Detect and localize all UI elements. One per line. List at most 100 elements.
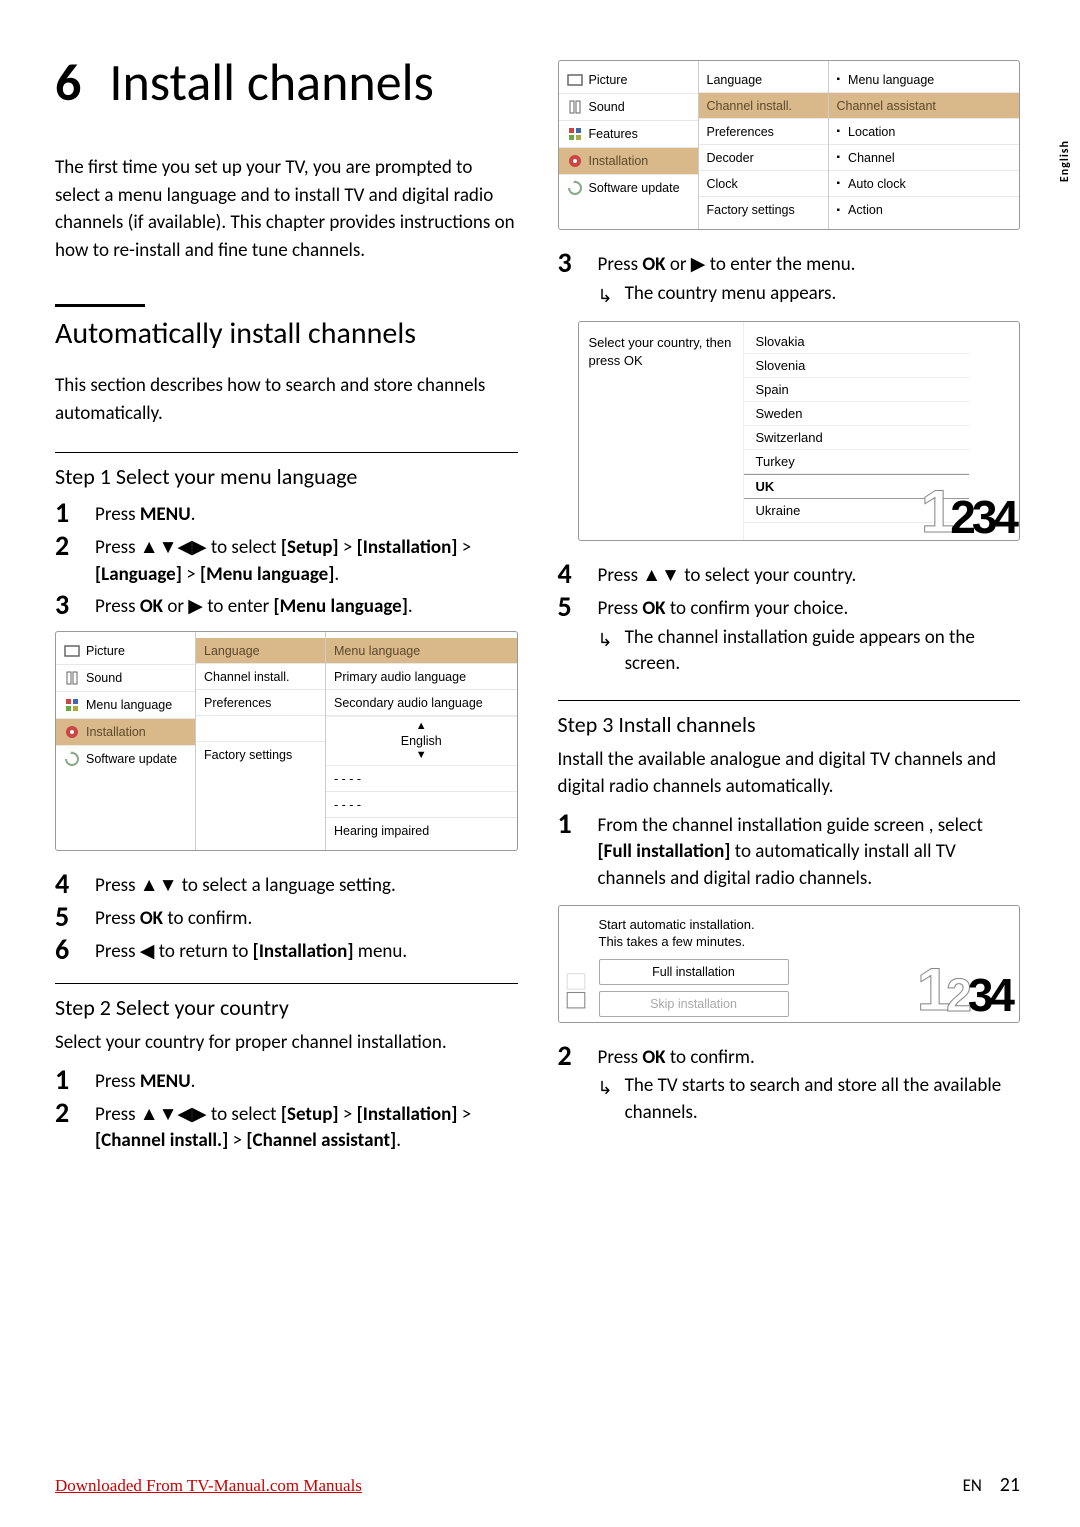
step-text: Press ◀ to return to [Installation] menu…: [95, 935, 518, 966]
step1-rule: [55, 452, 518, 453]
tv-menu-item[interactable]: Sound: [559, 94, 698, 121]
tv-menu-item[interactable]: Software update: [56, 746, 195, 772]
sound-icon: [64, 670, 80, 686]
tv-option-item[interactable]: Menu language: [326, 638, 517, 664]
tv-menu-item[interactable]: Installation: [56, 719, 195, 746]
result-text: The country menu appears.: [625, 281, 1020, 308]
step-number: 3: [558, 248, 580, 279]
skip-installation-button[interactable]: Skip installation: [599, 991, 789, 1017]
step3block-title: Step 3 Install channels: [558, 711, 1021, 738]
step-number: 2: [558, 1041, 580, 1072]
step-item: 1 Press MENU.: [55, 498, 518, 529]
install-menu: Start automatic installation. This takes…: [558, 905, 1021, 1023]
tv-menu-language: PictureSoundMenu languageInstallationSof…: [55, 631, 518, 851]
country-item[interactable]: Turkey: [744, 450, 970, 474]
tv-submenu-item[interactable]: Factory settings: [699, 197, 828, 223]
country-item[interactable]: Slovenia: [744, 354, 970, 378]
step-item: 1 From the channel installation guide sc…: [558, 809, 1021, 893]
tv-menu-item[interactable]: Picture: [56, 638, 195, 665]
step1-title: Step 1 Select your menu language: [55, 463, 518, 490]
picture-icon: [64, 643, 80, 659]
step-text: Press OK to confirm.: [95, 902, 518, 933]
installation-icon: [567, 153, 583, 169]
country-item[interactable]: Spain: [744, 378, 970, 402]
tv-submenu-item[interactable]: Decoder: [699, 145, 828, 171]
tv-menu-item[interactable]: Picture: [559, 67, 698, 94]
footer-page-number: 21: [1000, 1473, 1020, 1497]
tv-menu-item[interactable]: Installation: [559, 148, 698, 175]
tv-option-label: Menu language: [334, 644, 420, 658]
menu-language-icon: [64, 697, 80, 713]
result-text: The TV starts to search and store all th…: [625, 1073, 1020, 1126]
step-item: 5 Press OK to confirm.: [55, 902, 518, 933]
country-item[interactable]: Slovakia: [744, 330, 970, 354]
tv-option-item[interactable]: ▪Action: [829, 197, 1020, 223]
tv-option-item[interactable]: ▪Menu language: [829, 67, 1020, 93]
tv-menu-item[interactable]: Software update: [559, 175, 698, 201]
tv-submenu-item[interactable]: [196, 716, 325, 742]
tv-option-item[interactable]: ▪Location: [829, 119, 1020, 145]
tv-submenu-item[interactable]: Language: [699, 67, 828, 93]
footer-source-link[interactable]: Downloaded From TV-Manual.com Manuals: [55, 1476, 362, 1496]
tv-menu-label: Installation: [589, 154, 649, 168]
tv-submenu-label: Language: [204, 644, 260, 658]
step-text: Press ▲▼ to select your country.: [598, 559, 1021, 590]
step-text: Press MENU.: [95, 1065, 518, 1096]
picture-icon: [567, 72, 583, 88]
tv-submenu-item[interactable]: Clock: [699, 171, 828, 197]
tv-option-label: Hearing impaired: [334, 824, 429, 838]
step-item: 2 Press OK to confirm.: [558, 1041, 1021, 1072]
tv-menu-item[interactable]: Sound: [56, 665, 195, 692]
step-result: ↳ The channel installation guide appears…: [598, 625, 1021, 678]
step2-title: Step 2 Select your country: [55, 994, 518, 1021]
tv-option-item: Hearing impaired: [326, 818, 517, 844]
step-number: 1: [558, 809, 580, 840]
result-arrow-icon: ↳: [598, 625, 613, 653]
tv-option-label: - - - -: [334, 772, 361, 786]
tv-submenu-item[interactable]: Factory settings: [196, 742, 325, 768]
tv-option-label: Menu language: [848, 73, 934, 87]
step-number: 4: [558, 559, 580, 590]
tv-option-item[interactable]: Primary audio language: [326, 664, 517, 690]
step3block-post-list: 2 Press OK to confirm.↳ The TV starts to…: [558, 1041, 1021, 1127]
tv-submenu-item[interactable]: Channel install.: [699, 93, 828, 119]
language-selector[interactable]: ▲ English ▼: [326, 716, 517, 766]
tv-menu-item[interactable]: Features: [559, 121, 698, 148]
step-result: ↳ The country menu appears.: [598, 281, 1021, 309]
country-item[interactable]: Switzerland: [744, 426, 970, 450]
step-number: 4: [55, 869, 77, 900]
result-arrow-icon: ↳: [598, 1073, 613, 1101]
tv-submenu-label: Factory settings: [707, 203, 795, 217]
step-item: 5 Press OK to confirm your choice.: [558, 592, 1021, 623]
features-icon: [567, 126, 583, 142]
tv-option-item[interactable]: Channel assistant: [829, 93, 1020, 119]
tv-submenu-item[interactable]: Preferences: [196, 690, 325, 716]
section-rule: [55, 304, 145, 307]
tv-submenu-label: Clock: [707, 177, 738, 191]
step-item: 4 Press ▲▼ to select a language setting.: [55, 869, 518, 900]
tv-option-item[interactable]: ▪Auto clock: [829, 171, 1020, 197]
selected-language: English: [330, 732, 513, 750]
tv-menu-label: Installation: [86, 725, 146, 739]
tv-submenu-item[interactable]: Channel install.: [196, 664, 325, 690]
tv-submenu-item[interactable]: Language: [196, 638, 325, 664]
step2-rule: [55, 983, 518, 984]
tv-option-item[interactable]: Secondary audio language: [326, 690, 517, 716]
tv-submenu-label: Preferences: [204, 696, 271, 710]
tv-submenu-item[interactable]: Preferences: [699, 119, 828, 145]
tv-option-item[interactable]: ▪ Channel: [829, 145, 1020, 171]
step-item: 2 Press ▲▼◀▶ to select [Setup] > [Instal…: [55, 531, 518, 588]
tv-option-label: Action: [848, 203, 883, 217]
tv-submenu-label: Preferences: [707, 125, 774, 139]
tv-submenu-label: Channel install.: [707, 99, 792, 113]
install-step-numbers: 1 2 34: [917, 966, 1011, 1014]
right-column: PictureSoundFeatures Installation Software…: [558, 50, 1021, 1157]
tv-menu-item[interactable]: Menu language: [56, 692, 195, 719]
full-installation-button[interactable]: Full installation: [599, 959, 789, 985]
result-arrow-icon: ↳: [598, 281, 613, 309]
tv-option-label: Channel: [848, 151, 895, 165]
dash-icon: ▪: [837, 152, 841, 163]
tv-submenu-label: Decoder: [707, 151, 754, 165]
country-item[interactable]: Sweden: [744, 402, 970, 426]
tv-option-label: Location: [848, 125, 895, 139]
